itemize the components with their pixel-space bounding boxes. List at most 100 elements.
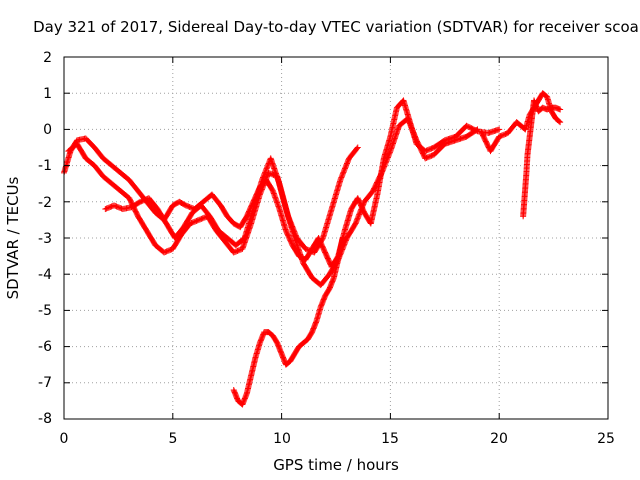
data-point [379, 168, 386, 175]
data-point [289, 223, 296, 230]
data-point [264, 164, 271, 171]
data-point [343, 161, 350, 168]
data-point [337, 175, 344, 182]
data-point [382, 160, 389, 167]
data-point [342, 163, 349, 170]
data-point [341, 165, 348, 172]
data-point [340, 168, 347, 175]
data-point [407, 123, 414, 130]
data-point [340, 169, 347, 176]
data-point [408, 125, 415, 132]
data-point [355, 214, 362, 221]
data-point [409, 127, 416, 134]
data-point [262, 168, 269, 175]
data-point [379, 167, 386, 174]
data-point [354, 215, 361, 222]
data-point [286, 217, 293, 224]
data-point [287, 218, 294, 225]
data-point [339, 170, 346, 177]
data-point [383, 158, 390, 165]
data-point [285, 213, 292, 220]
data-point [381, 162, 388, 169]
data-point [356, 211, 363, 218]
data-point [337, 177, 344, 184]
data-point [354, 144, 361, 151]
data-point [289, 224, 296, 231]
data-point [383, 157, 390, 164]
data-point [288, 222, 295, 229]
data-point [339, 171, 346, 178]
data-point [290, 227, 297, 234]
data-point [353, 145, 360, 152]
data-point [359, 203, 366, 210]
data-point [404, 115, 411, 122]
data-point [359, 202, 366, 209]
data-point [358, 205, 365, 212]
data-point [405, 116, 412, 123]
data-point [354, 216, 361, 223]
data-point [261, 170, 268, 177]
data-point [380, 166, 387, 173]
data-point [385, 153, 392, 160]
data-point [381, 163, 388, 170]
data-point [263, 165, 270, 172]
data-point [292, 232, 299, 239]
data-point [353, 219, 360, 226]
data-point [290, 226, 297, 233]
data-point [286, 215, 293, 222]
data-point [259, 175, 266, 182]
data-point [260, 173, 267, 180]
data-point [386, 149, 393, 156]
data-point [406, 120, 413, 127]
data-point [411, 132, 418, 139]
data-point [384, 154, 391, 161]
data-point [344, 159, 351, 166]
data-point [408, 124, 415, 131]
data-point [358, 206, 365, 213]
data-point [405, 118, 412, 125]
data-point [288, 220, 295, 227]
data-point [382, 159, 389, 166]
data-point [378, 169, 385, 176]
data-point [291, 229, 298, 236]
data-point [353, 217, 360, 224]
data-point [407, 121, 414, 128]
data-point [342, 164, 349, 171]
data-point [360, 201, 367, 208]
data-point [474, 126, 481, 133]
data-point [410, 130, 417, 137]
data-point [262, 169, 269, 176]
grid-layer [64, 57, 608, 419]
data-point [352, 220, 359, 227]
data-point [259, 177, 266, 184]
data-point [385, 151, 392, 158]
data-point [406, 119, 413, 126]
data-point [338, 174, 345, 181]
data-point [357, 209, 364, 216]
data-point [410, 129, 417, 136]
data-point [411, 133, 418, 140]
data-point [412, 134, 419, 141]
data-point [261, 171, 268, 178]
data-point [473, 127, 480, 134]
data-marks [61, 90, 564, 408]
data-point [356, 210, 363, 217]
data-point [291, 228, 298, 235]
data-point [386, 150, 393, 157]
data-point [338, 173, 345, 180]
data-point [409, 128, 416, 135]
data-point [341, 166, 348, 173]
data-point [380, 164, 387, 171]
data-point [287, 219, 294, 226]
data-point [496, 126, 503, 133]
data-point [345, 157, 352, 164]
data-point [260, 174, 267, 181]
data-point [292, 231, 299, 238]
data-point [384, 155, 391, 162]
data-point [355, 212, 362, 219]
data-point [344, 160, 351, 167]
data-point [285, 214, 292, 221]
data-point [263, 166, 270, 173]
data-point [357, 207, 364, 214]
